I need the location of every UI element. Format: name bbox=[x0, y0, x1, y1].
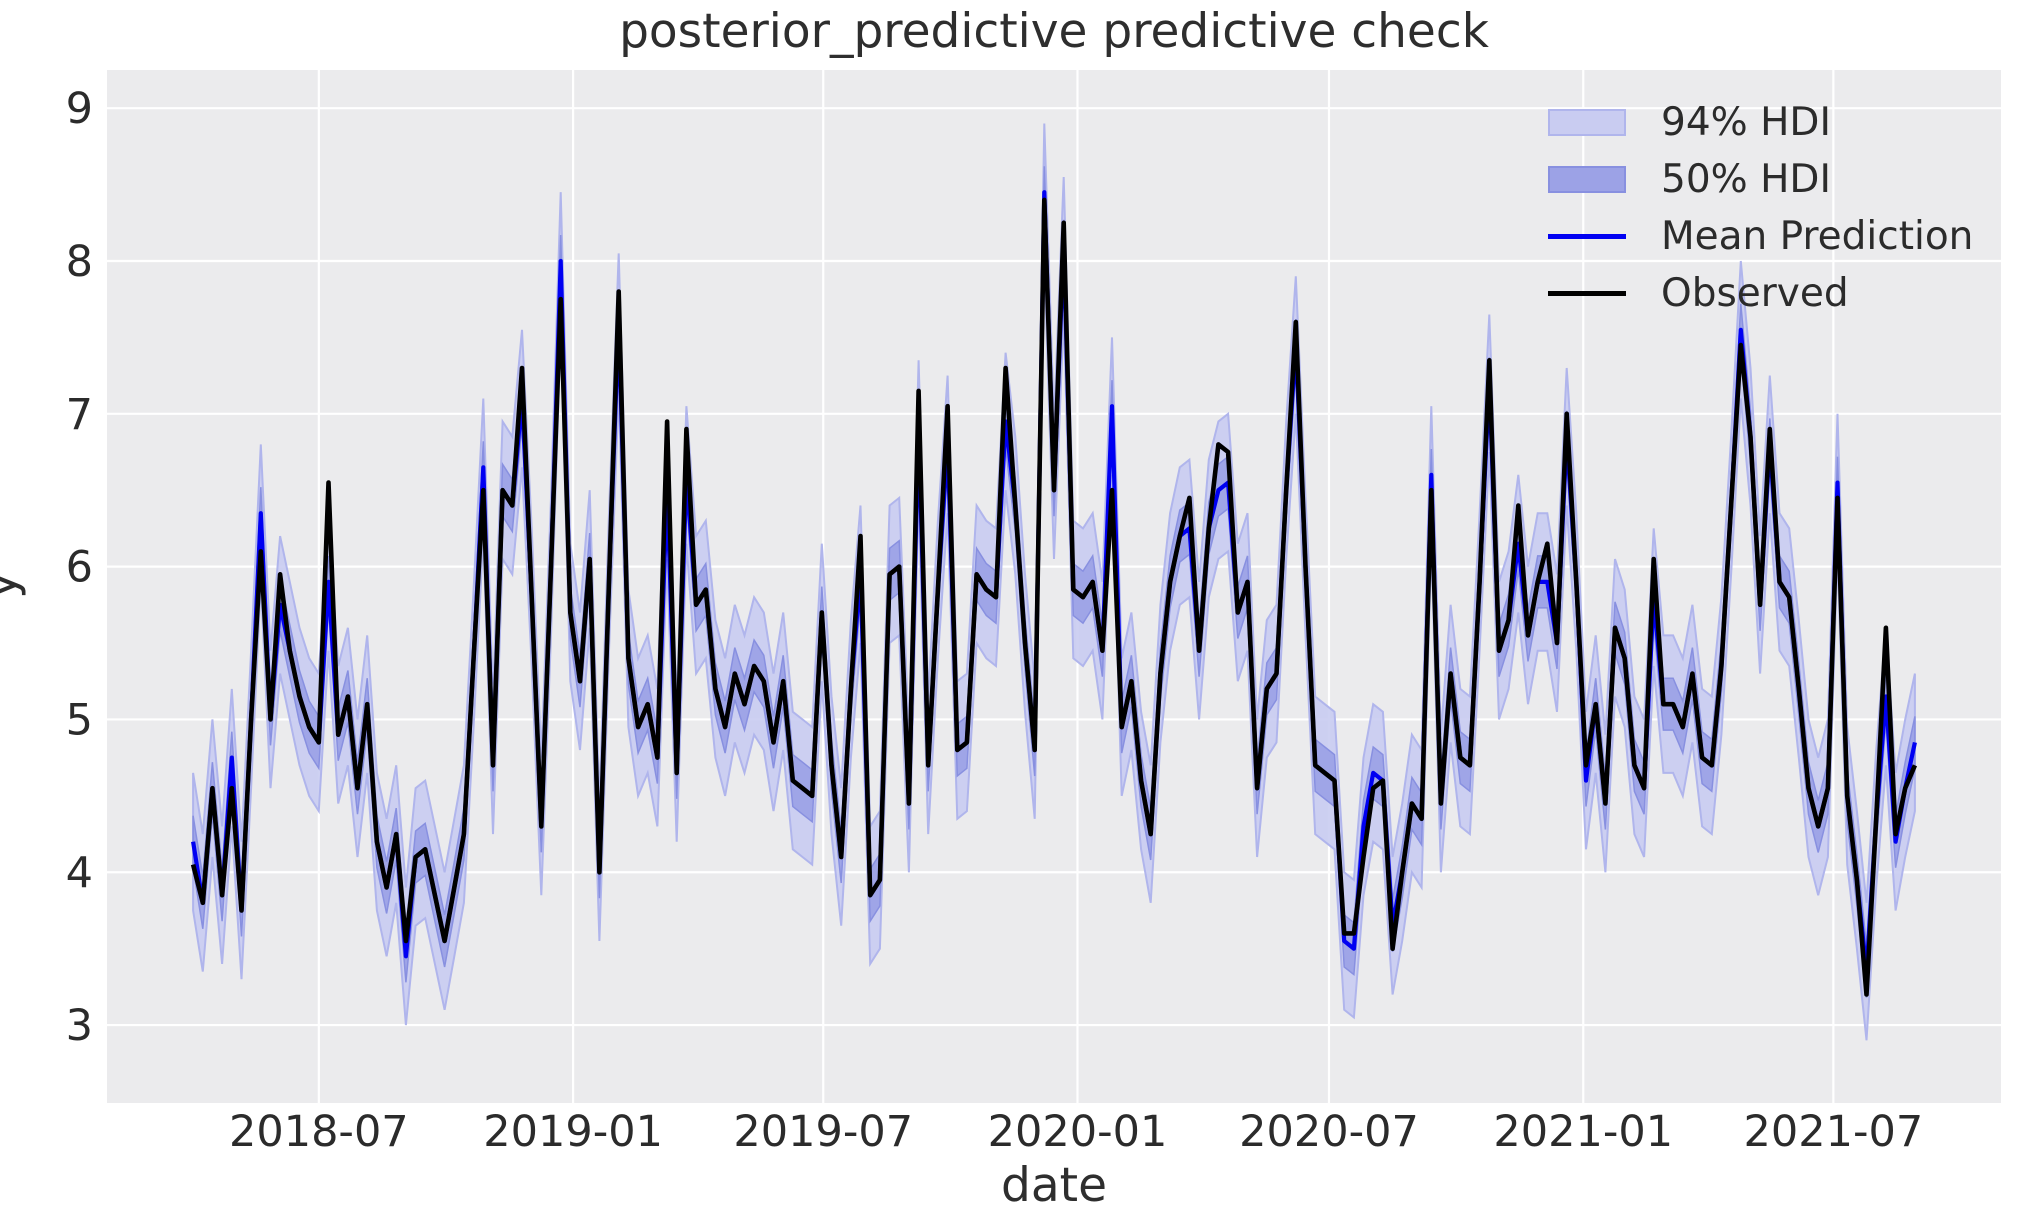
hdi94-swatch-icon bbox=[1548, 109, 1626, 136]
legend-item-94-hdi: 94% HDI bbox=[1548, 94, 1973, 151]
x-tick-label: 2021-01 bbox=[1493, 1107, 1673, 1157]
x-axis-label: date bbox=[1001, 1158, 1107, 1213]
legend-item-mean-prediction: Mean Prediction bbox=[1548, 208, 1973, 265]
x-tick-label: 2021-07 bbox=[1744, 1107, 1924, 1157]
y-tick-label: 5 bbox=[66, 695, 93, 745]
chart-title: posterior_predictive predictive check bbox=[619, 4, 1489, 59]
y-tick-label: 7 bbox=[66, 390, 93, 440]
observed-line-swatch-icon bbox=[1548, 291, 1626, 296]
panel-background bbox=[107, 70, 2001, 1103]
x-tick-label: 2019-07 bbox=[733, 1107, 913, 1157]
x-tick-label: 2020-01 bbox=[988, 1107, 1168, 1157]
mean-line-swatch-icon bbox=[1548, 234, 1626, 239]
legend-item-observed: Observed bbox=[1548, 265, 1973, 322]
legend: 94% HDI 50% HDI Mean Prediction Observed bbox=[1548, 94, 1973, 322]
x-tick-label: 2019-01 bbox=[483, 1107, 663, 1157]
legend-label: Observed bbox=[1661, 271, 1849, 316]
y-tick-label: 6 bbox=[66, 543, 93, 593]
y-tick-label: 4 bbox=[66, 848, 93, 898]
y-axis-label: y bbox=[0, 571, 27, 599]
x-tick-label: 2018-07 bbox=[229, 1107, 409, 1157]
legend-label: 94% HDI bbox=[1661, 100, 1831, 145]
y-tick-label: 9 bbox=[66, 84, 93, 134]
y-tick-label: 8 bbox=[66, 237, 93, 287]
y-tick-label: 3 bbox=[66, 1001, 93, 1051]
legend-item-50-hdi: 50% HDI bbox=[1548, 151, 1973, 208]
legend-label: 50% HDI bbox=[1661, 157, 1831, 202]
observed-line bbox=[190, 197, 1918, 997]
hdi50-swatch-icon bbox=[1548, 166, 1626, 193]
hdi-94-band bbox=[192, 123, 1916, 1041]
x-tick-label: 2020-07 bbox=[1239, 1107, 1419, 1157]
legend-label: Mean Prediction bbox=[1661, 214, 1974, 259]
